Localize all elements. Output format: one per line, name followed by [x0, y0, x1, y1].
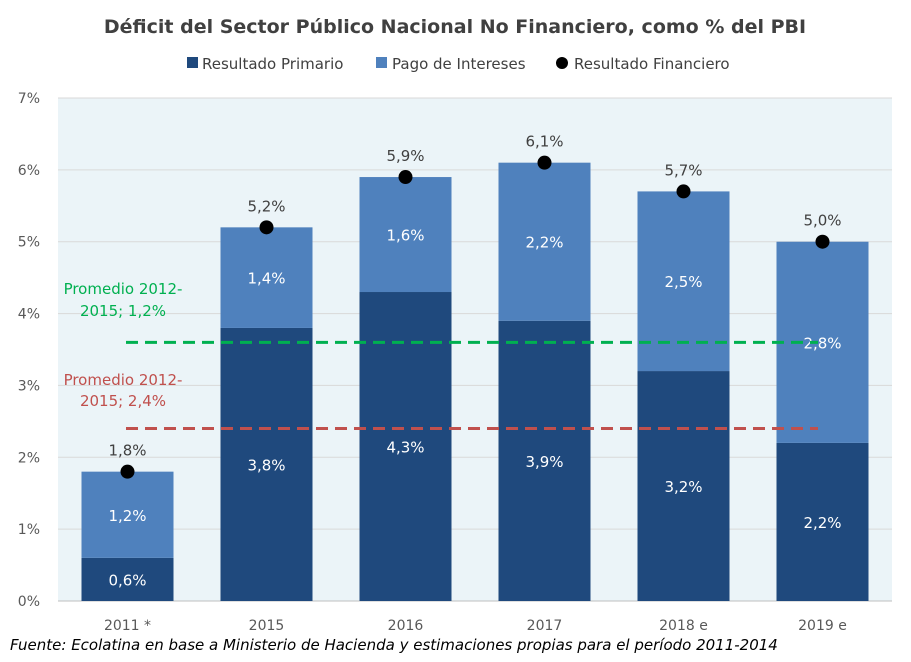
data-label-financiero: 5,7%: [664, 161, 702, 179]
bar-primario: [776, 442, 869, 601]
x-tick-label: 2015: [249, 618, 285, 634]
y-tick-label: 3%: [18, 378, 40, 394]
data-label-primario: 3,8%: [247, 456, 285, 474]
y-tick-label: 6%: [18, 163, 40, 179]
data-label-financiero: 5,9%: [386, 147, 424, 165]
data-label-primario: 3,9%: [525, 453, 563, 471]
bar-intereses: [81, 471, 174, 558]
data-label-intereses: 2,2%: [525, 234, 563, 252]
markers: 1,8% 5,2% 5,9% 6,1% 5,7% 5,0%: [108, 133, 842, 479]
bar-intereses: [220, 227, 313, 328]
legend: Resultado Primario Pago de Intereses Res…: [187, 55, 730, 73]
marker-financiero: [120, 464, 135, 479]
data-label-intereses: 1,6%: [386, 227, 424, 245]
marker-financiero: [259, 220, 274, 235]
data-label-primario: 3,2%: [664, 478, 702, 496]
legend-swatch-intereses: [376, 57, 387, 68]
data-label-primario: 0,6%: [108, 571, 146, 589]
avg-green-line2: 2015; 1,2%: [80, 302, 166, 320]
bar-primario: [637, 371, 730, 601]
data-label-financiero: 1,8%: [108, 442, 146, 460]
data-label-intereses: 2,5%: [664, 273, 702, 291]
bar-primario: [498, 320, 591, 601]
data-label-financiero: 5,0%: [803, 212, 841, 230]
y-tick-label: 4%: [18, 307, 40, 323]
x-tick-label: 2016: [388, 618, 424, 634]
y-tick-label: 7%: [18, 91, 40, 107]
y-axis: 0% 1% 2% 3% 4% 5% 6% 7%: [18, 91, 40, 610]
avg-red-line2: 2015; 2,4%: [80, 392, 166, 410]
data-label-intereses: 1,2%: [108, 507, 146, 525]
x-tick-label: 2011 *: [104, 618, 151, 634]
data-label-primario: 4,3%: [386, 439, 424, 457]
bar-primario: [220, 327, 313, 601]
x-tick-label: 2017: [527, 618, 563, 634]
grid: [58, 97, 892, 602]
legend-label-financiero: Resultado Financiero: [574, 55, 730, 73]
data-label-intereses: 2,8%: [803, 334, 841, 352]
data-label-intereses: 1,4%: [247, 270, 285, 288]
legend-swatch-primario: [187, 57, 198, 68]
x-axis: 2011 * 2015 2016 2017 2018 e 2019 e: [104, 618, 847, 634]
data-label-financiero: 6,1%: [525, 133, 563, 151]
bar-primario: [81, 557, 174, 601]
marker-financiero: [537, 155, 552, 170]
avg-annotation-green: Promedio 2012- 2015; 1,2%: [64, 280, 183, 320]
avg-annotation-red: Promedio 2012- 2015; 2,4%: [64, 371, 183, 410]
legend-label-primario: Resultado Primario: [202, 55, 343, 73]
x-tick-label: 2019 e: [798, 618, 847, 634]
plot-area: [58, 98, 892, 601]
source-note: Fuente: Ecolatina en base a Ministerio d…: [10, 636, 778, 654]
marker-financiero: [676, 184, 691, 199]
bar-intereses: [359, 177, 452, 293]
x-tick-label: 2018 e: [659, 618, 708, 634]
marker-financiero: [815, 234, 830, 249]
reference-lines: [126, 340, 818, 431]
y-tick-label: 1%: [18, 522, 40, 538]
legend-marker-financiero: [556, 57, 568, 69]
y-tick-label: 0%: [18, 594, 40, 610]
legend-label-intereses: Pago de Intereses: [392, 55, 526, 73]
y-tick-label: 5%: [18, 235, 40, 251]
marker-financiero: [398, 170, 413, 185]
avg-green-line1: Promedio 2012-: [64, 280, 183, 298]
avg-red-line1: Promedio 2012-: [64, 371, 183, 389]
data-label-financiero: 5,2%: [247, 197, 285, 215]
chart-title: Déficit del Sector Público Nacional No F…: [104, 16, 806, 38]
data-label-primario: 2,2%: [803, 514, 841, 532]
bar-intereses: [498, 162, 591, 321]
y-tick-label: 2%: [18, 450, 40, 466]
